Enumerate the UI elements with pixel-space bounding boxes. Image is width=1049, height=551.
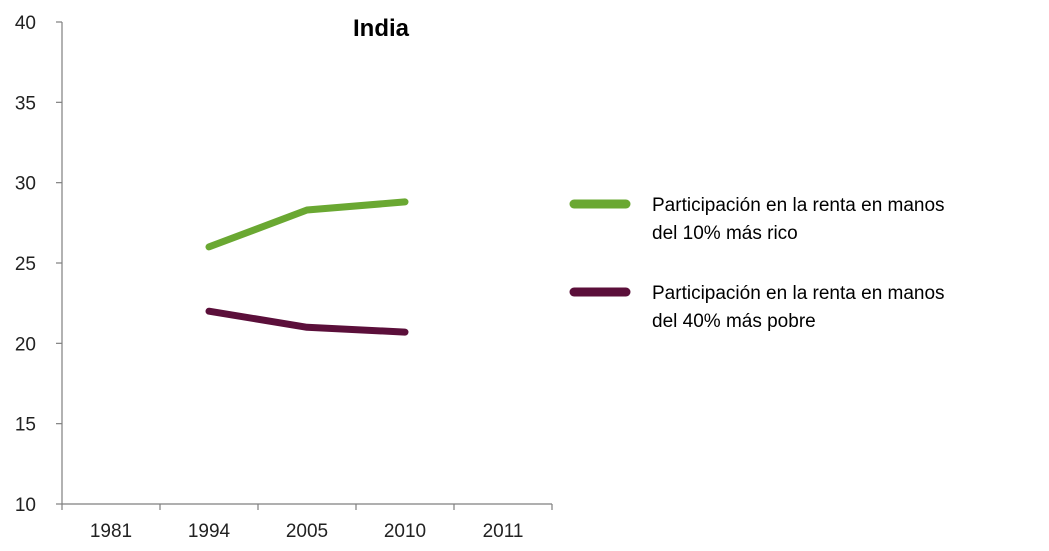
x-tick-label: 2010 xyxy=(384,521,426,542)
x-tick-label: 2005 xyxy=(286,521,328,542)
legend-label: del 10% más rico xyxy=(652,223,798,244)
axes: 10 15 20 25 30 35 40 1981 1994 2005 2010 2011 xyxy=(15,13,553,542)
y-tick-label: 20 xyxy=(15,334,36,355)
series-line-1 xyxy=(205,307,409,336)
x-tick-label: 1981 xyxy=(90,521,132,542)
y-tick-label: 30 xyxy=(15,174,36,195)
y-tick-label: 15 xyxy=(15,415,36,436)
y-tick-label: 25 xyxy=(15,254,36,275)
y-tick-label: 10 xyxy=(15,495,36,516)
series-layer xyxy=(205,198,409,336)
chart-title: India xyxy=(353,15,410,42)
x-tick-label: 2011 xyxy=(483,521,524,542)
legend: Participación en la renta en manos del 1… xyxy=(569,195,945,332)
y-tick-label: 40 xyxy=(15,13,36,34)
legend-label: Participación en la renta en manos xyxy=(652,195,945,216)
x-tick-label: 1994 xyxy=(188,521,231,542)
legend-label: Participación en la renta en manos xyxy=(652,283,945,304)
y-tick-label: 35 xyxy=(15,93,36,114)
legend-label: del 40% más pobre xyxy=(652,311,816,332)
series-line-0 xyxy=(205,198,409,251)
